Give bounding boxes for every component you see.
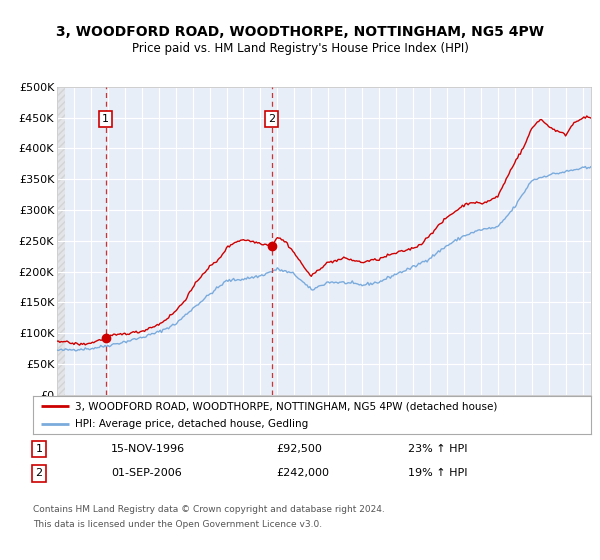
Text: HPI: Average price, detached house, Gedling: HPI: Average price, detached house, Gedl…: [75, 419, 308, 430]
Text: 2: 2: [268, 114, 275, 124]
Text: 1: 1: [35, 444, 43, 454]
Text: 3, WOODFORD ROAD, WOODTHORPE, NOTTINGHAM, NG5 4PW (detached house): 3, WOODFORD ROAD, WOODTHORPE, NOTTINGHAM…: [75, 401, 497, 411]
Text: 15-NOV-1996: 15-NOV-1996: [111, 444, 185, 454]
Text: 1: 1: [102, 114, 109, 124]
Text: 23% ↑ HPI: 23% ↑ HPI: [408, 444, 467, 454]
Text: 01-SEP-2006: 01-SEP-2006: [111, 468, 182, 478]
Text: Contains HM Land Registry data © Crown copyright and database right 2024.: Contains HM Land Registry data © Crown c…: [33, 505, 385, 514]
Text: £92,500: £92,500: [276, 444, 322, 454]
Text: This data is licensed under the Open Government Licence v3.0.: This data is licensed under the Open Gov…: [33, 520, 322, 529]
Text: Price paid vs. HM Land Registry's House Price Index (HPI): Price paid vs. HM Land Registry's House …: [131, 42, 469, 55]
Text: £242,000: £242,000: [276, 468, 329, 478]
Text: 19% ↑ HPI: 19% ↑ HPI: [408, 468, 467, 478]
Text: 3, WOODFORD ROAD, WOODTHORPE, NOTTINGHAM, NG5 4PW: 3, WOODFORD ROAD, WOODTHORPE, NOTTINGHAM…: [56, 25, 544, 39]
Text: 2: 2: [35, 468, 43, 478]
